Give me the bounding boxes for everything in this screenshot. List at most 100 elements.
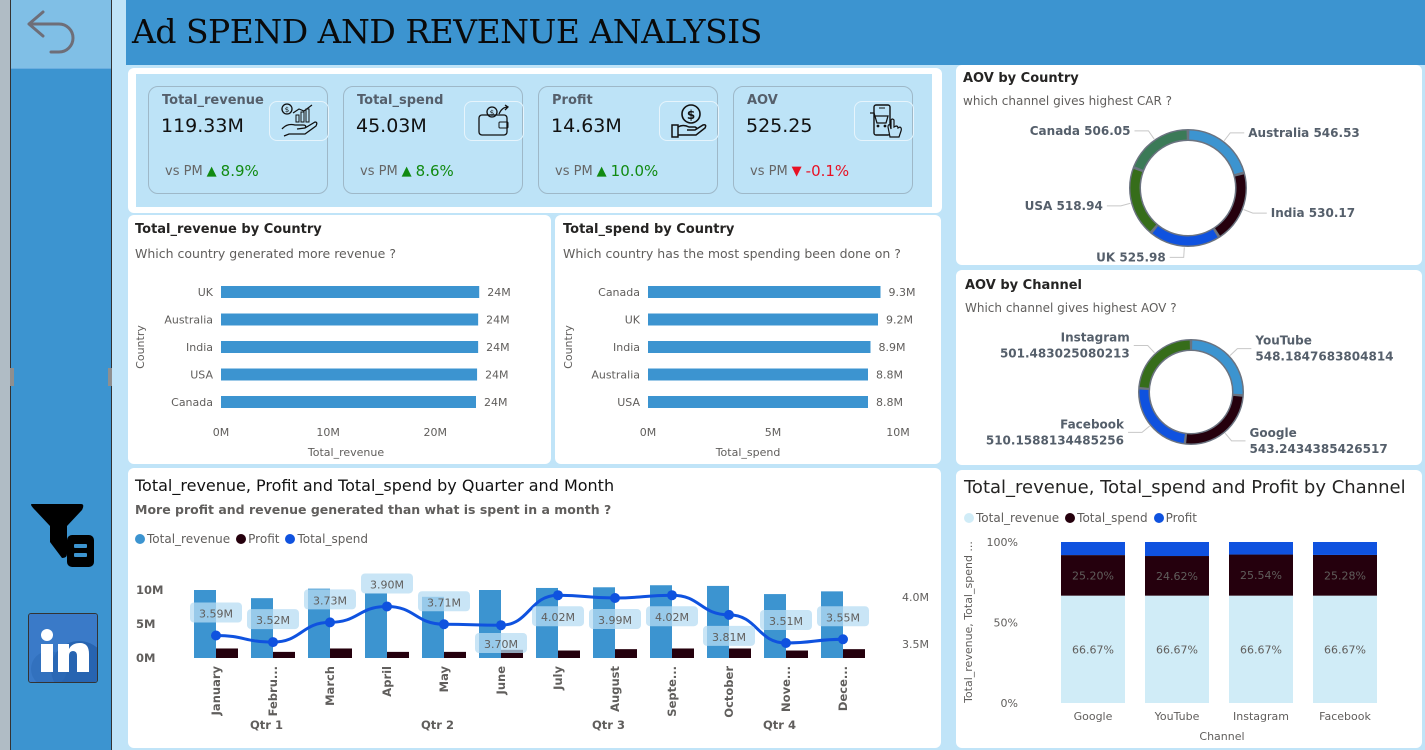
legend-item[interactable]: Profit: [236, 532, 279, 546]
resize-handle-left[interactable]: [10, 368, 14, 386]
category-label: India: [186, 341, 213, 354]
slice-label: Australia 546.53: [1248, 126, 1360, 140]
legend-item[interactable]: Total_spend: [285, 532, 368, 546]
profit-bar: [615, 649, 637, 658]
aov-by-country-panel[interactable]: AOV by Country which channel gives highe…: [956, 65, 1422, 265]
spend-point: [667, 590, 677, 601]
back-button[interactable]: [21, 4, 81, 64]
quarter-label: Qtr 3: [592, 718, 625, 732]
spend-point: [610, 593, 620, 603]
profit-bar: [843, 649, 865, 658]
spend-point: [439, 619, 449, 630]
profit-bar: [444, 651, 466, 658]
y-axis-title: Country: [562, 325, 575, 369]
channel-stacked-panel[interactable]: Total_revenue, Total_spend and Profit by…: [956, 470, 1422, 748]
legend-dot: [1065, 513, 1076, 523]
category-label: India: [613, 341, 640, 354]
chart-legend: Total_revenue Total_spend Profit: [964, 511, 1197, 525]
linkedin-button[interactable]: [28, 613, 98, 683]
y-tick-label: 0%: [1001, 697, 1018, 710]
category-label: Australia: [591, 369, 640, 382]
kpi-card-total-spend[interactable]: Total_spend 45.03M $ vs PM ▲ 8.6%: [343, 86, 524, 194]
bar: [648, 396, 868, 408]
profit-bar: [330, 648, 352, 658]
profit-bar: [387, 651, 409, 658]
stack-segment: [1061, 542, 1125, 556]
leader-line: [1134, 130, 1155, 140]
aov-by-channel-panel[interactable]: AOV by Channel Which channel gives highe…: [956, 270, 1422, 465]
data-label: 3.70M: [484, 638, 518, 651]
kpi-card-total-revenue[interactable]: Total_revenue 119.33M $ vs PM ▲ 8.9%: [148, 86, 329, 194]
slice-label: YouTube: [1254, 334, 1312, 348]
bar: [221, 341, 479, 353]
spend-by-country-chart: Canada 9.3M UK 9.2M India 8.9M Australia 8.8M US…: [562, 286, 915, 459]
filter-button[interactable]: [29, 502, 97, 570]
category-label: Australia: [164, 314, 213, 327]
profit-bar: [216, 648, 238, 658]
kpi-icon-box: [854, 101, 914, 141]
kpi-card-aov[interactable]: AOV 525.25 vs PM ▼ -0.1%: [733, 86, 914, 194]
kpi-card-profit[interactable]: Profit 14.63M $ vs PM ▲ 10.0%: [538, 86, 719, 194]
kpi-label: AOV: [747, 93, 778, 108]
filter-panel-icon: [31, 504, 94, 567]
data-label-bg: [703, 625, 755, 646]
kpi-vs-label: vs PM: [750, 163, 788, 179]
donut-slice: [1152, 226, 1218, 246]
revenue-by-country-panel[interactable]: Total_revenue by Country Which country g…: [128, 215, 551, 464]
x-tick-label: Google: [1074, 710, 1113, 723]
nav-rail-top: [11, 0, 111, 69]
x-tick-label: Facebook: [1319, 710, 1371, 723]
kpi-vs-label: vs PM: [555, 163, 593, 179]
legend-item[interactable]: Profit: [1153, 511, 1197, 525]
kpi-comparison: vs PM ▲ 8.6%: [360, 162, 454, 180]
monthly-combo-panel[interactable]: Total_revenue, Profit and Total_spend by…: [128, 468, 941, 748]
data-label: 3.59M: [199, 608, 233, 621]
legend-label: Total_revenue: [976, 511, 1060, 525]
data-label: 3.81M: [712, 631, 746, 644]
spend-point: [553, 590, 563, 601]
bar: [648, 341, 871, 353]
x-tick-label: July: [551, 665, 565, 690]
x-axis-title: Total_revenue: [307, 446, 384, 459]
donut-slice: [1186, 395, 1243, 444]
y-left-tick-label: 10M: [136, 583, 163, 597]
page-title: Ad SPEND AND REVENUE ANALYSIS: [132, 12, 762, 51]
kpi-label: Total_spend: [357, 93, 444, 108]
data-label-bg: [361, 573, 413, 594]
x-tick-label: 10M: [886, 426, 910, 439]
x-tick-label: Septe...: [665, 666, 679, 717]
legend-label: Profit: [248, 532, 280, 546]
spend-by-country-panel[interactable]: Total_spend by Country Which country has…: [555, 215, 941, 464]
slice-value: 501.483025080213: [1000, 346, 1130, 360]
legend-item[interactable]: Total_spend: [1065, 511, 1148, 525]
kpi-label: Profit: [552, 93, 593, 108]
chart-legend: Total_revenue Profit Total_spend: [135, 532, 368, 546]
revenue-by-country-chart: UK 24M Australia 24M India 24M USA 24M Canada 24M…: [134, 286, 511, 459]
x-axis-title: Channel: [1199, 730, 1244, 743]
kpi-label: Total_revenue: [162, 93, 264, 108]
segment-label: 25.54%: [1240, 569, 1282, 582]
x-tick-label: May: [437, 666, 451, 693]
x-tick-label: 10M: [316, 426, 340, 439]
category-label: Canada: [171, 396, 213, 409]
chart-subtitle: Which country has the most spending been…: [563, 246, 901, 261]
resize-handle-right[interactable]: [108, 368, 112, 386]
data-label: 4.02M: [655, 611, 689, 624]
legend-item[interactable]: Total_revenue: [135, 532, 230, 546]
leader-line: [1169, 247, 1185, 258]
slice-label: USA 518.94: [1025, 199, 1103, 213]
chart-title: Total_revenue, Total_spend and Profit by…: [964, 477, 1406, 498]
chart-title: Total_revenue, Profit and Total_spend by…: [135, 476, 615, 495]
slice-label: Instagram: [1061, 330, 1130, 344]
category-label: USA: [617, 396, 640, 409]
legend-dot: [1153, 513, 1164, 523]
data-label-bg: [589, 609, 641, 629]
data-label-bg: [247, 609, 299, 630]
data-label: 9.2M: [886, 314, 913, 327]
quarter-label: Qtr 4: [763, 718, 796, 732]
x-tick-label: Nove...: [779, 666, 793, 712]
legend-item[interactable]: Total_revenue: [964, 511, 1059, 525]
kpi-delta: -0.1%: [805, 162, 850, 180]
data-label: 24M: [486, 341, 510, 354]
profit-bar: [501, 649, 523, 658]
